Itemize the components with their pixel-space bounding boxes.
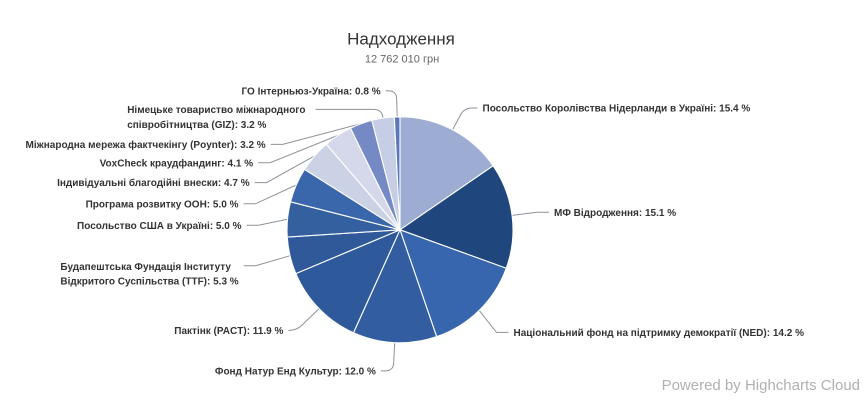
svg-text:Посольство Королівства Нідерла: Посольство Королівства Нідерланди в Укра… [483, 104, 751, 115]
svg-text:ГО Інтерньюз-Україна: 0.8 %: ГО Інтерньюз-Україна: 0.8 % [241, 87, 380, 98]
svg-text:Індивідуальні благодійні внеск: Індивідуальні благодійні внески: 4.7 % [57, 177, 250, 189]
svg-text:Німецьке товариство міжнародно: Німецьке товариство міжнародного [127, 105, 305, 116]
svg-text:Надходження: Надходження [347, 30, 455, 49]
svg-text:Національний фонд на підтримку: Національний фонд на підтримку демократі… [514, 327, 805, 339]
svg-text:Powered by Highcharts Cloud: Powered by Highcharts Cloud [662, 377, 860, 394]
svg-text:12 762 010 грн: 12 762 010 грн [365, 54, 439, 66]
svg-text:співробітництва (GIZ): 3.2 %: співробітництва (GIZ): 3.2 % [127, 119, 266, 131]
svg-text:Посольство США в Україні: 5.0: Посольство США в Україні: 5.0 % [77, 221, 242, 232]
svg-text:VoxCheck краудфандинг: 4.1 %: VoxCheck краудфандинг: 4.1 % [100, 157, 254, 169]
svg-text:Міжнародна мережа фактчекінгу: Міжнародна мережа фактчекінгу (Poynter):… [26, 139, 266, 151]
svg-text:МФ Відродження: 15.1 %: МФ Відродження: 15.1 % [554, 208, 676, 219]
svg-text:Будапештська Фундація Інститут: Будапештська Фундація Інституту [60, 262, 231, 273]
svg-text:Фонд Натур Енд Культур: 12.0 %: Фонд Натур Енд Культур: 12.0 % [215, 367, 376, 378]
svg-text:Відкритого Суспільства (TTF):: Відкритого Суспільства (TTF): 5.3 % [60, 276, 238, 287]
svg-text:Програма розвитку ООН: 5.0 %: Програма розвитку ООН: 5.0 % [86, 199, 239, 210]
svg-text:Пактінк (PACT): 11.9 %: Пактінк (PACT): 11.9 % [174, 326, 283, 337]
